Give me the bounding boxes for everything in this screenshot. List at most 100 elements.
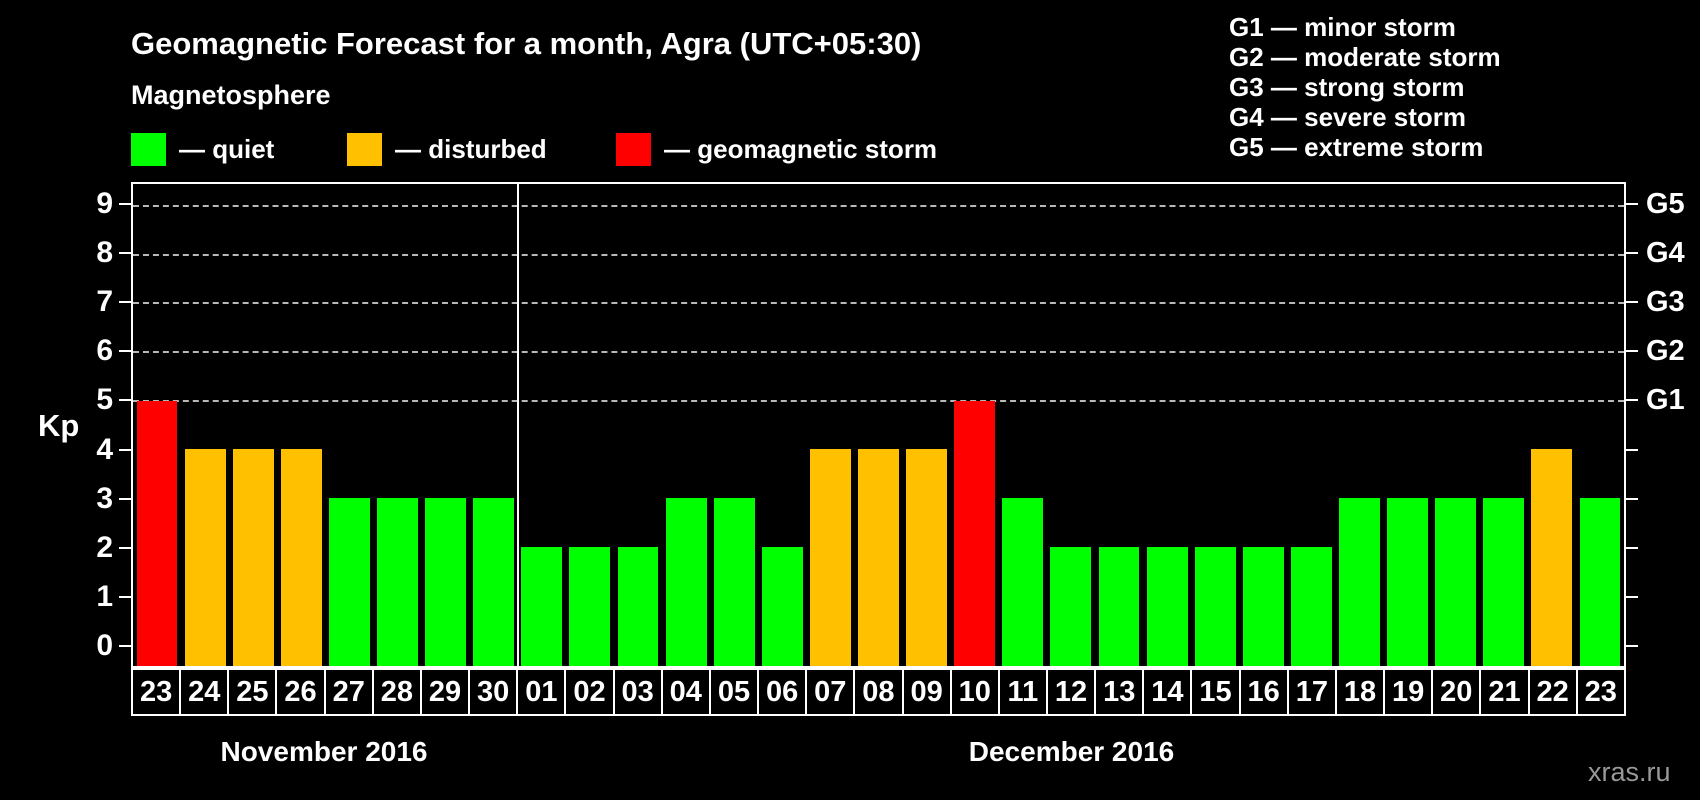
day-label-box: 26	[275, 668, 326, 716]
kp-bar-day-20	[1435, 498, 1477, 666]
day-label-box: 16	[1238, 668, 1289, 716]
day-label-box: 02	[564, 668, 615, 716]
kp-bar-day-25	[232, 449, 274, 666]
day-label-box: 21	[1479, 668, 1530, 716]
kp-bar-day-10	[954, 400, 996, 666]
gridline	[133, 253, 1624, 256]
kp-bar-day-03	[617, 546, 659, 666]
kp-bar-day-06	[761, 546, 803, 666]
kp-tick-label: 3	[96, 481, 113, 515]
kp-bar-day-14	[1146, 546, 1188, 666]
g-tick	[1626, 644, 1638, 647]
day-label-box: 29	[419, 668, 471, 716]
kp-tick-label: 8	[96, 236, 113, 270]
gridline	[133, 302, 1624, 305]
kp-bar-day-15	[1194, 546, 1236, 666]
kp-tick-label: 4	[96, 432, 113, 466]
g-legend-line: G4 — severe storm	[1229, 102, 1467, 132]
day-label-box: 07	[805, 668, 856, 716]
watermark-xras: xras.ru	[1588, 757, 1671, 787]
day-label-box: 01	[516, 668, 567, 716]
day-label-box: 08	[853, 668, 904, 716]
plot-area	[131, 182, 1626, 668]
kp-tick	[119, 448, 131, 451]
kp-bar-day-27	[328, 498, 370, 666]
kp-axis-left: 9 8 7 6 5 4 3 2 1 0	[0, 182, 131, 668]
kp-tick	[119, 399, 131, 402]
gridline	[133, 204, 1624, 207]
day-label-box: 14	[1142, 668, 1193, 716]
g-tick-label: G1	[1646, 384, 1685, 417]
disturbed-color-swatch	[347, 132, 382, 166]
kp-bar-day-05	[713, 498, 755, 666]
chart-title: Geomagnetic Forecast for a month, Agra (…	[131, 26, 922, 61]
kp-bar-day-23	[136, 400, 178, 666]
kp-tick	[119, 301, 131, 304]
kp-tick	[119, 497, 131, 500]
g-tick-label: G3	[1646, 286, 1685, 319]
legend-item-storm: — geomagnetic storm	[616, 132, 937, 166]
kp-axis-label: Kp	[38, 408, 80, 443]
kp-bar-day-18	[1339, 498, 1380, 666]
g-tick	[1626, 448, 1638, 451]
day-label-box: 09	[901, 668, 952, 716]
day-label-box: 22	[1527, 668, 1578, 716]
kp-bar-day-16	[1242, 546, 1284, 666]
kp-tick-label: 5	[96, 383, 113, 417]
kp-bar-day-24	[184, 449, 226, 666]
g-scale-legend: G1 — minor storm G2 — moderate storm G3 — …	[1229, 12, 1501, 162]
day-label-box: 04	[660, 668, 711, 716]
kp-tick-label: 9	[96, 187, 113, 221]
day-label-box: 27	[323, 668, 374, 716]
g-legend-line: G1 — minor storm	[1229, 12, 1456, 42]
day-label-box: 28	[371, 668, 422, 716]
g-tick-label: G4	[1646, 237, 1685, 270]
day-label-box: 11	[997, 668, 1048, 716]
kp-bar-day-11	[1002, 498, 1044, 666]
kp-bar-day-21	[1483, 498, 1525, 666]
kp-bar-day-26	[280, 449, 322, 666]
month-divider-line	[516, 184, 519, 666]
g-tick-label: G2	[1646, 335, 1685, 368]
legend-label-storm: — geomagnetic storm	[664, 133, 938, 164]
kp-bar-day-22	[1531, 449, 1573, 666]
legend-item-disturbed: — disturbed	[347, 132, 547, 166]
g-tick	[1626, 350, 1638, 353]
legend-item-quiet: — quiet	[131, 132, 274, 166]
kp-bar-day-04	[665, 498, 707, 666]
kp-bar-day-08	[858, 449, 899, 666]
day-label-box: 20	[1431, 668, 1482, 716]
day-label-box: 12	[1045, 668, 1097, 716]
day-label-box: 25	[227, 668, 278, 716]
storm-color-swatch	[616, 132, 651, 166]
g-axis-right: G5 G4 G3 G2 G1	[1626, 182, 1700, 668]
kp-tick-label: 6	[96, 334, 113, 368]
g-tick	[1626, 301, 1638, 304]
g-tick	[1626, 252, 1638, 255]
kp-bar-day-19	[1387, 498, 1428, 666]
kp-bar-day-17	[1290, 546, 1332, 666]
quiet-color-swatch	[131, 132, 166, 166]
kp-tick-label: 7	[96, 285, 113, 319]
g-legend-line: G5 — extreme storm	[1229, 132, 1484, 162]
kp-bar-day-09	[906, 449, 948, 666]
month-label-november: November 2016	[220, 736, 428, 767]
g-tick	[1626, 546, 1638, 549]
kp-tick	[119, 350, 131, 353]
kp-bar-day-28	[377, 498, 418, 666]
day-axis-row: 23 24 25 26 27 28 29 30 01 02 03 04 05 06 07 08 09 10 11 12…	[131, 668, 1626, 716]
kp-tick	[119, 644, 131, 647]
gridline	[133, 399, 1624, 402]
kp-bar-day-01	[521, 546, 563, 666]
day-label-box: 23	[1575, 668, 1626, 716]
kp-bar-day-13	[1098, 546, 1140, 666]
day-label-box: 15	[1190, 668, 1241, 716]
kp-tick	[119, 252, 131, 255]
day-label-box: 10	[949, 668, 1000, 716]
kp-bar-day-02	[569, 546, 611, 666]
day-label-box: 03	[612, 668, 663, 716]
kp-bar-day-30	[473, 498, 515, 666]
g-tick	[1626, 497, 1638, 500]
kp-tick	[119, 203, 131, 206]
kp-bar-day-12	[1050, 546, 1092, 666]
